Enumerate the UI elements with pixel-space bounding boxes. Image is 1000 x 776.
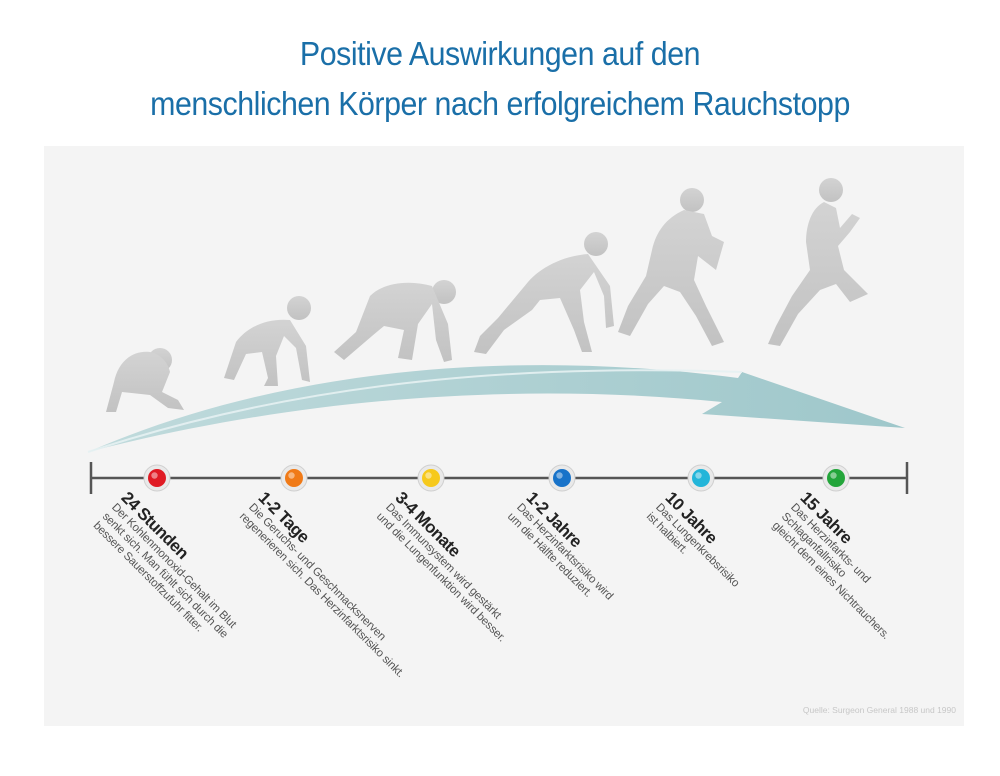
milestone-marker [280,464,308,492]
progress-arrow [87,365,905,453]
page-title-line-2: menschlichen Körper nach erfolgreichem R… [150,85,850,122]
timeline-markers [143,464,850,492]
crouching-person-icon [106,348,184,412]
milestone-marker [822,464,850,492]
timeline-axis [89,462,909,494]
milestone-marker [687,464,715,492]
lunging-person-icon [474,232,614,354]
page-title-line-1: Positive Auswirkungen auf den [299,35,701,72]
starting-block-person-icon [334,280,456,362]
milestone-marker [143,464,171,492]
source-note: Quelle: Surgeon General 1988 und 1990 [802,705,956,715]
sprinting-person-icon [768,178,868,346]
running-person-icon [618,188,724,346]
milestone-marker [548,464,576,492]
silhouette-group [106,178,868,412]
milestone-marker [417,464,445,492]
rising-person-icon [224,296,311,386]
